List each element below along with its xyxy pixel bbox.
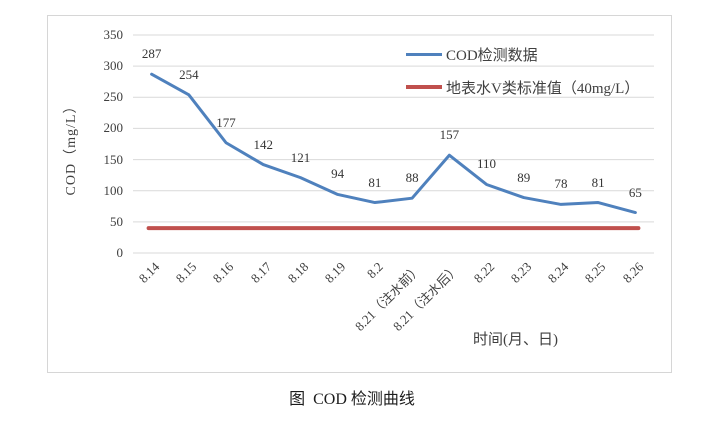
data-label-text: 81 <box>591 174 605 190</box>
y-tick-label: 200 <box>103 120 124 136</box>
data-label-text: 89 <box>517 169 531 185</box>
x-axis-title: 时间(月、日) <box>473 332 558 348</box>
y-tick-label: 250 <box>103 89 124 105</box>
legend-item-cod-data: COD检测数据 <box>406 42 639 66</box>
legend-label-standard-value: 地表水V类标准值（40mg/L） <box>446 80 640 97</box>
data-label-text: 142 <box>253 136 274 152</box>
data-label-text: 177 <box>216 114 236 130</box>
y-tick-label: 150 <box>103 151 124 167</box>
y-tick-label: 50 <box>110 213 123 229</box>
legend-line-swatch-red <box>406 85 442 89</box>
data-label-text: 110 <box>477 156 497 172</box>
data-label-text: 287 <box>141 46 162 62</box>
legend-line-swatch-blue <box>406 52 442 56</box>
data-label-text: 94 <box>331 166 345 182</box>
data-label-text: 65 <box>628 184 642 200</box>
data-label-text: 81 <box>368 174 382 190</box>
cod-data-line <box>150 72 637 215</box>
data-label-text: 121 <box>290 149 311 165</box>
plot-area <box>133 34 654 254</box>
legend-item-standard-value: 地表水V类标准值（40mg/L） <box>406 75 639 99</box>
y-tick-label: 100 <box>103 182 124 198</box>
data-label-text: 78 <box>554 176 568 192</box>
y-tick-label: 300 <box>103 58 124 74</box>
data-label-text: 88 <box>405 170 419 186</box>
y-tick-label: 0 <box>116 245 124 260</box>
legend-label-cod-data: COD检测数据 <box>446 47 538 64</box>
figure-caption: 图 COD 检测曲线 <box>289 391 415 408</box>
cod-line-chart: 350 300 250 200 150 100 50 0 8.14 8.15 8.16 8.17 8.… <box>47 15 672 373</box>
data-label-text: 157 <box>439 127 460 143</box>
legend: COD检测数据 地表水V类标准值（40mg/L） <box>406 42 639 108</box>
data-label-text: 254 <box>179 66 199 82</box>
y-axis-title-text: COD（mg/L） <box>64 98 79 196</box>
y-tick-label: 350 <box>103 27 124 42</box>
